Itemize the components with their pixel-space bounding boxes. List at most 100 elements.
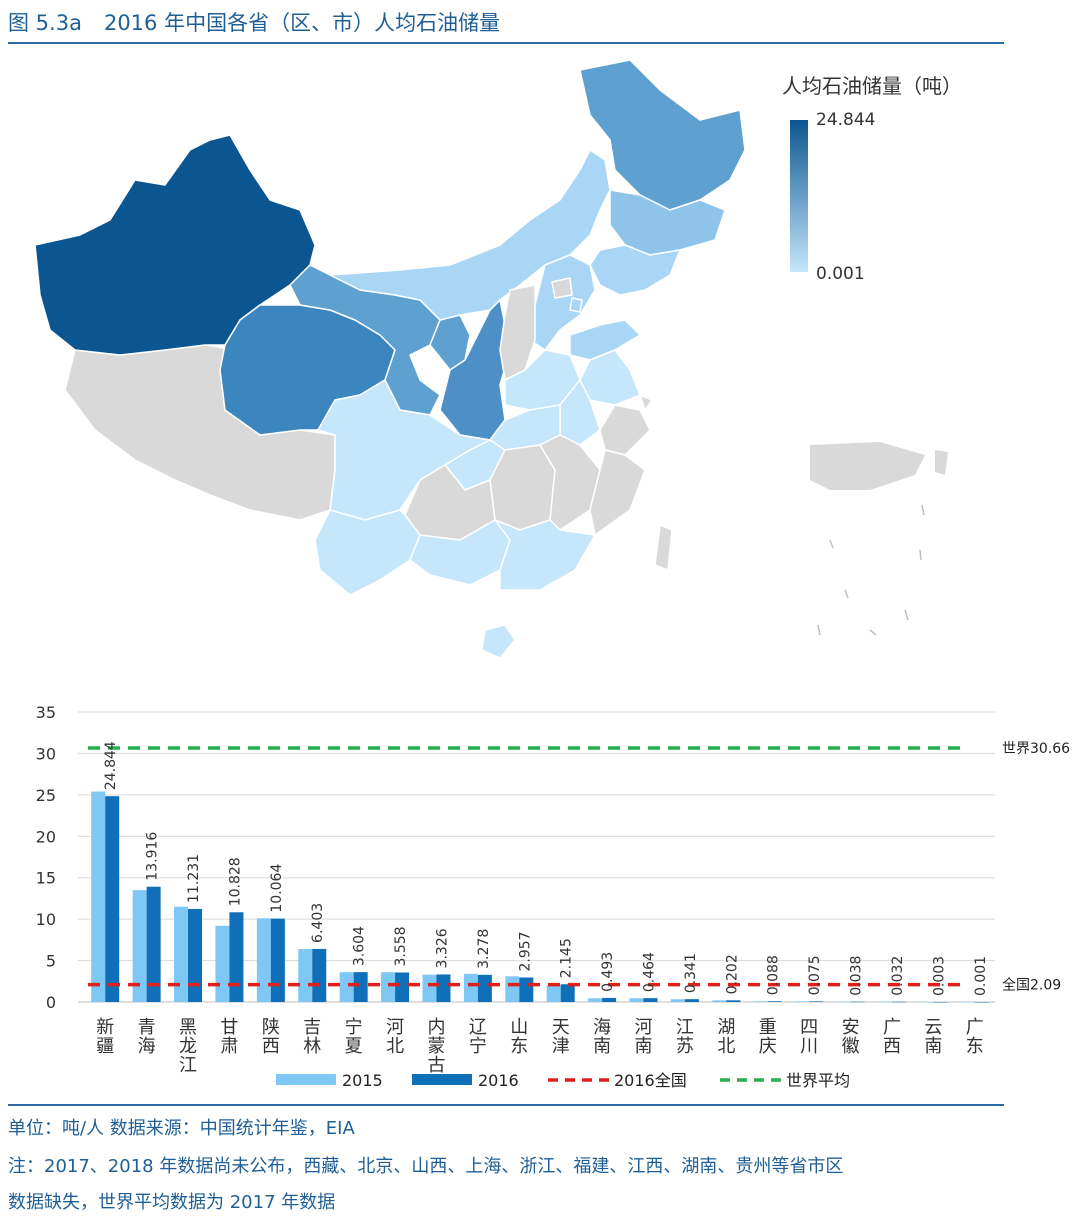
map-legend-title: 人均石油储量（吨） — [782, 74, 962, 98]
x-tick-label: 海南 — [593, 1017, 611, 1057]
bar-2016 — [933, 1001, 948, 1003]
bar-2016 — [477, 974, 492, 1002]
bar-2016 — [146, 886, 161, 1002]
y-tick-label: 30 — [36, 744, 56, 763]
data-label: 0.038 — [849, 956, 865, 996]
data-label: 0.003 — [931, 956, 947, 996]
x-tick-label: 山东 — [510, 1017, 528, 1057]
bar-2015 — [670, 999, 685, 1002]
map-region-beijing — [551, 277, 573, 299]
x-tick-label: 广西 — [883, 1017, 901, 1057]
legend-label: 2016全国 — [614, 1071, 687, 1090]
x-tick-label: 陕西 — [262, 1017, 280, 1057]
data-label: 11.231 — [186, 854, 202, 903]
map-region-yunnan — [314, 509, 421, 596]
legend-label: 2016 — [478, 1071, 519, 1090]
data-label: 0.202 — [724, 954, 740, 994]
bar-2015 — [505, 976, 520, 1002]
x-tick-label: 云南 — [924, 1017, 942, 1057]
map-region-liaoning — [589, 244, 681, 296]
x-tick-label: 宁夏 — [345, 1017, 363, 1057]
map-legend-color-bar — [790, 120, 808, 272]
bar-2016 — [395, 972, 410, 1002]
bar-2016 — [602, 997, 617, 1002]
x-tick-label: 江苏 — [676, 1017, 694, 1057]
bar-2015 — [422, 974, 437, 1002]
bar-2016 — [767, 1001, 782, 1002]
data-label: 13.916 — [145, 832, 161, 881]
map-region-jilin — [609, 189, 726, 256]
data-label: 3.558 — [393, 926, 409, 966]
bar-2015 — [919, 1001, 934, 1003]
x-tick-label: 新疆 — [96, 1017, 114, 1057]
map-region-shanghai — [639, 394, 653, 411]
x-tick-label: 广东 — [966, 1017, 984, 1057]
bars — [91, 791, 989, 1003]
bar-2015 — [712, 1000, 727, 1002]
x-tick-label: 天津 — [552, 1017, 570, 1057]
reference-label: 全国2.09 — [1002, 977, 1061, 994]
data-label: 2.957 — [517, 931, 533, 971]
map-region-inner-mongolia — [329, 149, 611, 321]
map-region-heilongjiang — [579, 59, 746, 211]
bar-2016 — [974, 1001, 989, 1003]
map-region-zhejiang — [599, 404, 651, 456]
data-label: 3.278 — [476, 929, 492, 969]
bar-2015 — [132, 890, 147, 1002]
y-tick-label: 0 — [46, 993, 56, 1012]
bar-2015 — [877, 1001, 892, 1003]
x-tick-label: 甘肃 — [220, 1017, 238, 1057]
y-tick-label: 10 — [36, 910, 56, 929]
data-label: 0.075 — [807, 955, 823, 995]
map-region-shandong — [569, 319, 641, 361]
reference-label: 世界30.66 — [1002, 741, 1070, 757]
figure-number: 图 5.3a — [8, 11, 82, 35]
bar-2015 — [463, 973, 478, 1002]
bar-2015 — [381, 972, 396, 1002]
bar-2016 — [809, 1001, 824, 1002]
data-labels: 24.844 13.916 11.231 10.828 10.064 6.403 3.604… — [103, 741, 989, 996]
bar-2015 — [960, 1001, 975, 1003]
note-line-1: 注：2017、2018 年数据尚未公布，西藏、北京、山西、上海、浙江、福建、江西… — [8, 1156, 844, 1177]
bar-2016 — [891, 1001, 906, 1003]
y-tick-label: 5 — [46, 952, 56, 971]
y-tick-label: 25 — [36, 786, 56, 805]
bar-2015 — [91, 791, 106, 1002]
y-tick-label: 15 — [36, 869, 56, 888]
map-region-tianjin — [569, 297, 583, 313]
bar-2015 — [753, 1001, 768, 1002]
legend-label: 世界平均 — [786, 1071, 850, 1090]
bar-2015 — [795, 1001, 810, 1002]
bar-2016 — [684, 999, 699, 1002]
bar-2016 — [726, 1000, 741, 1002]
data-label: 0.032 — [890, 956, 906, 996]
map-region-jiangsu — [579, 349, 641, 406]
bar-2015 — [174, 906, 189, 1002]
map-region-xinjiang — [34, 134, 316, 356]
figure-title: 图 5.3a 2016 年中国各省（区、市）人均石油储量 — [8, 6, 500, 40]
data-label: 0.001 — [973, 956, 989, 996]
y-tick-label: 35 — [36, 703, 56, 722]
x-tick-label: 四川 — [800, 1017, 818, 1057]
bar-2015 — [546, 985, 561, 1002]
data-label: 10.064 — [269, 864, 285, 913]
data-label: 10.828 — [227, 857, 243, 906]
bar-2015 — [588, 998, 603, 1002]
x-tick-label: 青海 — [138, 1017, 156, 1057]
reference-lines: 全国2.09 世界30.66 — [88, 741, 1070, 994]
bar-2016 — [436, 974, 451, 1002]
x-tick-label: 吉林 — [303, 1017, 321, 1057]
x-tick-label: 黑龙江 — [179, 1017, 197, 1076]
footer-rule — [8, 1104, 1004, 1106]
map-legend-max: 24.844 — [816, 110, 876, 130]
x-tick-label: 辽宁 — [469, 1017, 487, 1057]
map-region-hainan — [481, 624, 516, 659]
bar-2016 — [105, 796, 120, 1002]
south-china-sea-inset — [810, 442, 948, 636]
bar-2016 — [519, 977, 534, 1002]
data-label: 6.403 — [310, 903, 326, 943]
bar-2016 — [229, 912, 244, 1002]
title-rule — [8, 42, 1004, 44]
legend-swatch — [412, 1074, 472, 1085]
data-label: 0.464 — [642, 952, 658, 992]
